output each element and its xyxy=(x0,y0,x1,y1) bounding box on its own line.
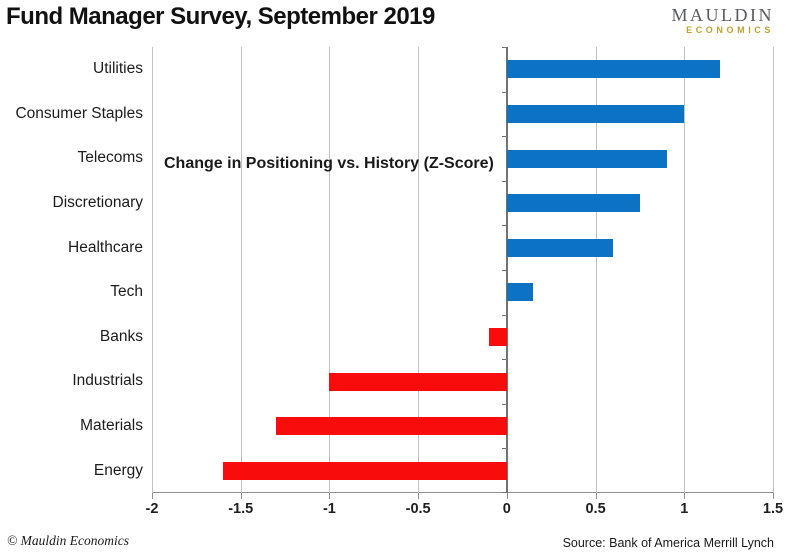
x-axis-tick xyxy=(684,493,686,499)
category-axis-labels: Utilities Consumer Staples Telecoms Discret… xyxy=(0,47,143,493)
x-tick-label: -0.5 xyxy=(405,501,431,517)
x-axis-tick xyxy=(329,493,331,499)
category-axis-tick xyxy=(501,448,508,450)
bar-discretionary xyxy=(506,194,640,213)
bar-healthcare xyxy=(506,238,614,257)
category-axis-tick xyxy=(501,225,508,227)
category-label-energy: Energy xyxy=(93,461,143,479)
bar-banks xyxy=(489,327,507,346)
x-axis-tick xyxy=(595,493,597,499)
x-tick-label: 1 xyxy=(680,501,689,517)
logo-wordmark: MAULDIN xyxy=(671,5,774,25)
source-credit: Source: Bank of America Merrill Lynch xyxy=(562,536,774,550)
category-axis-tick xyxy=(501,314,508,316)
category-axis-tick xyxy=(501,403,508,405)
gridline xyxy=(418,47,420,493)
category-label-telecoms: Telecoms xyxy=(77,149,143,167)
bar-industrials xyxy=(329,372,507,391)
x-tick-label: 0.5 xyxy=(585,501,606,517)
gridline xyxy=(773,47,774,493)
category-label-discretionary: Discretionary xyxy=(52,194,143,212)
category-axis-tick xyxy=(501,47,508,48)
bar-telecoms xyxy=(506,149,667,168)
category-axis-tick xyxy=(501,270,508,271)
x-tick-label: -1 xyxy=(322,501,336,517)
x-tick-label: 0 xyxy=(502,501,511,517)
x-tick-label: -1.5 xyxy=(228,501,254,517)
mauldin-economics-logo: MAULDIN ECONOMICS xyxy=(672,6,775,35)
category-axis-tick xyxy=(501,180,508,182)
category-label-consumer-staples: Consumer Staples xyxy=(15,104,143,122)
category-axis-tick xyxy=(501,91,508,93)
x-axis-tick xyxy=(240,493,242,499)
x-axis-tick xyxy=(773,493,774,499)
logo-subtitle: ECONOMICS xyxy=(686,24,774,35)
category-axis-tick xyxy=(501,136,508,138)
x-axis-tick xyxy=(506,493,508,499)
copyright-text: © Mauldin Economics xyxy=(7,533,129,548)
plot-area: Change in Positioning vs. History (Z-Sco… xyxy=(152,47,774,499)
gridline xyxy=(595,47,597,493)
category-label-tech: Tech xyxy=(110,283,143,301)
category-axis-tick xyxy=(501,492,508,493)
bar-energy xyxy=(222,461,507,480)
x-tick-label: -2 xyxy=(145,501,159,517)
bar-materials xyxy=(276,417,507,436)
category-label-utilities: Utilities xyxy=(93,60,143,78)
bar-consumer-staples xyxy=(506,104,685,123)
category-axis-tick xyxy=(501,359,508,361)
bar-utilities xyxy=(506,60,720,79)
gridline xyxy=(684,47,686,493)
chart-annotation: Change in Positioning vs. History (Z-Sco… xyxy=(164,155,494,172)
page-title: Fund Manager Survey, September 2019 xyxy=(6,3,435,30)
gridline xyxy=(240,47,242,493)
category-label-industrials: Industrials xyxy=(72,372,143,390)
category-label-healthcare: Healthcare xyxy=(68,238,143,256)
category-label-banks: Banks xyxy=(99,327,143,345)
x-axis-tick xyxy=(152,493,153,499)
bar-tech xyxy=(506,283,534,302)
x-axis-tick xyxy=(418,493,420,499)
category-label-materials: Materials xyxy=(80,417,143,435)
gridline xyxy=(329,47,331,493)
x-tick-label: 1.5 xyxy=(762,501,784,517)
x-axis-labels: -2 -1.5 -1 -0.5 0 0.5 1 1.5 xyxy=(146,501,784,521)
gridline xyxy=(152,47,153,493)
